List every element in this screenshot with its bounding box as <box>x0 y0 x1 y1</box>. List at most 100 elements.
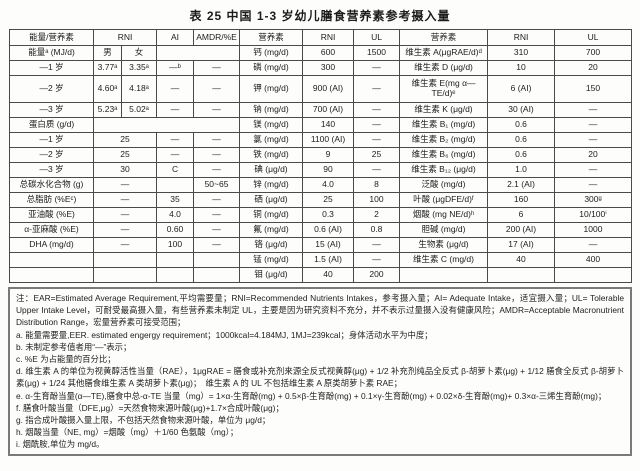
value-cell: 200 <box>353 267 401 283</box>
nutrient-name-cell: 碘 (μg/d) <box>239 162 304 178</box>
nutrient-name-cell: 维生素 D (μg/d) <box>399 60 489 76</box>
nutrient-name-cell: 生物素 (μg/d) <box>399 237 489 253</box>
value-cell: — <box>193 147 241 163</box>
value-cell: — <box>92 207 158 223</box>
value-cell: —ᵇ <box>156 60 195 76</box>
value-cell: 25 <box>92 147 158 163</box>
table-row: 蛋白质 (g/d) 镁 (mg/d) 140 — 维生素 B₁ (mg/d) 0… <box>9 117 633 133</box>
value-cell: — <box>92 222 158 238</box>
nutrient-name-cell: 维生素 B₁ (mg/d) <box>399 117 489 133</box>
value-cell: — <box>193 237 241 253</box>
col-header-nutrient-right: 营养素 <box>399 29 489 46</box>
col-header-ul-mid: UL <box>353 29 401 46</box>
empty-cell <box>156 45 241 61</box>
table-row: —2 岁 4.60ᵃ 4.18ᵃ — — 钾 (mg/d) 900 (AI) —… <box>9 75 633 103</box>
value-cell: — <box>554 132 633 148</box>
value-cell: — <box>193 192 241 208</box>
value-cell: 25 <box>302 192 355 208</box>
value-cell: — <box>353 162 401 178</box>
col-header-rni-right: RNI <box>487 29 556 46</box>
nutrient-name-cell: 锌 (mg/d) <box>239 177 304 193</box>
value-cell: 40 <box>302 267 355 283</box>
value-cell: 700 <box>554 45 633 61</box>
row-label-cell: 能量ᵃ (MJ/d) <box>9 45 94 61</box>
value-cell: — <box>193 60 241 76</box>
empty-cell <box>156 252 195 268</box>
value-cell: 4.18ᵃ <box>120 75 158 103</box>
value-cell: 160 <box>487 192 556 208</box>
table-row: —2 岁 25 — — 铁 (mg/d) 9 25 维生素 B₆ (mg/d) … <box>9 147 633 163</box>
value-cell: — <box>156 75 195 103</box>
note-intro: 注：EAR=Estimated Average Requirement,平均需要… <box>16 293 624 328</box>
value-cell: 300 <box>302 60 355 76</box>
table-row: 锰 (mg/d) 1.5 (AI) — 维生素 C (mg/d) 40 400 <box>9 252 633 268</box>
table-row: α-亚麻酸 (%E) — 0.60 — 氟 (mg/d) 0.6 (AI) 0.… <box>9 222 633 238</box>
value-cell: — <box>554 237 633 253</box>
value-cell: — <box>92 177 158 193</box>
nutrient-name-cell: 维生素 E(mg α—TE/d)ᵉ <box>399 75 489 103</box>
value-cell: 50~65 <box>193 177 241 193</box>
nutrient-name-cell: 锰 (mg/d) <box>239 252 304 268</box>
value-cell: 2.1 (AI) <box>487 177 556 193</box>
subheader-female: 女 <box>120 45 158 61</box>
table-header-row: 能量/营养素 RNI AI AMDR/%E 营养素 RNI UL 营养素 RNI… <box>9 29 633 46</box>
note-a: a. 能量需要量,EER. estimated engergy requirem… <box>16 329 433 340</box>
value-cell: 0.60 <box>156 222 195 238</box>
value-cell: — <box>193 222 241 238</box>
row-label-cell: 总脂肪 (%Eᶜ) <box>9 192 94 208</box>
table-row: 总脂肪 (%Eᶜ) — 35 — 硒 (μg/d) 25 100 叶酸 (μgD… <box>9 192 633 208</box>
col-header-ul-right: UL <box>554 29 633 46</box>
value-cell: 4.60ᵃ <box>93 75 122 103</box>
value-cell: — <box>156 102 195 118</box>
empty-cell <box>9 252 94 268</box>
row-label-cell: —1 岁 <box>9 132 94 148</box>
row-label-cell: —3 岁 <box>9 162 94 178</box>
nutrient-name-cell: 维生素 C (mg/d) <box>399 252 489 268</box>
empty-cell <box>487 267 556 283</box>
empty-cell <box>554 267 633 283</box>
value-cell: 6 (AI) <box>487 75 556 103</box>
value-cell: — <box>193 207 241 223</box>
value-cell: 3.77ᵃ <box>93 60 122 76</box>
table-title: 表 25 中国 1-3 岁幼儿膳食营养素参考摄入量 <box>189 9 451 23</box>
value-cell: 1.5 (AI) <box>302 252 355 268</box>
subheader-male: 男 <box>93 45 122 61</box>
value-cell: 2 <box>353 207 401 223</box>
value-cell: 20 <box>554 147 633 163</box>
row-label-cell: —2 岁 <box>9 147 94 163</box>
value-cell: 8 <box>353 177 401 193</box>
value-cell: 1500 <box>353 45 401 61</box>
value-cell: 1.0 <box>487 162 556 178</box>
value-cell: 300ᵍ <box>554 192 633 208</box>
value-cell: — <box>193 75 241 103</box>
col-header-rni-mid: RNI <box>302 29 355 46</box>
empty-cell <box>156 267 195 283</box>
value-cell: 30 (AI) <box>487 102 556 118</box>
value-cell: 35 <box>156 192 195 208</box>
nutrient-name-cell: 钼 (μg/d) <box>239 267 304 283</box>
value-cell: — <box>554 162 633 178</box>
value-cell: — <box>193 162 241 178</box>
empty-cell <box>399 267 489 283</box>
value-cell: 0.6 (AI) <box>302 222 355 238</box>
nutrient-name-cell: 氟 (mg/d) <box>239 222 304 238</box>
value-cell: — <box>353 75 401 103</box>
nutrient-name-cell: 维生素 B₂ (mg/d) <box>399 132 489 148</box>
nutrient-name-cell: 钠 (mg/d) <box>239 102 304 118</box>
value-cell: 10 <box>487 60 556 76</box>
row-label-cell: 蛋白质 (g/d) <box>9 117 94 133</box>
note-i: i. 烟酰胺,单位为 mg/d。 <box>16 439 105 450</box>
row-label-cell: 亚油酸 (%E) <box>9 207 94 223</box>
value-cell: 0.6 <box>487 147 556 163</box>
table-row: —1 岁 25 — — 氯 (mg/d) 1100 (AI) — 维生素 B₂ … <box>9 132 633 148</box>
value-cell: — <box>193 132 241 148</box>
notes-box: 注：EAR=Estimated Average Requirement,平均需要… <box>8 287 632 457</box>
value-cell: 1000 <box>554 222 633 238</box>
table-row: —3 岁 30 C — 碘 (μg/d) 90 — 维生素 B₁₂ (μg/d)… <box>9 162 633 178</box>
nutrient-name-cell: 铜 (mg/d) <box>239 207 304 223</box>
value-cell: — <box>353 252 401 268</box>
row-label-cell: DHA (mg/d) <box>9 237 94 253</box>
value-cell: 9 <box>302 147 355 163</box>
value-cell: 30 <box>92 162 158 178</box>
